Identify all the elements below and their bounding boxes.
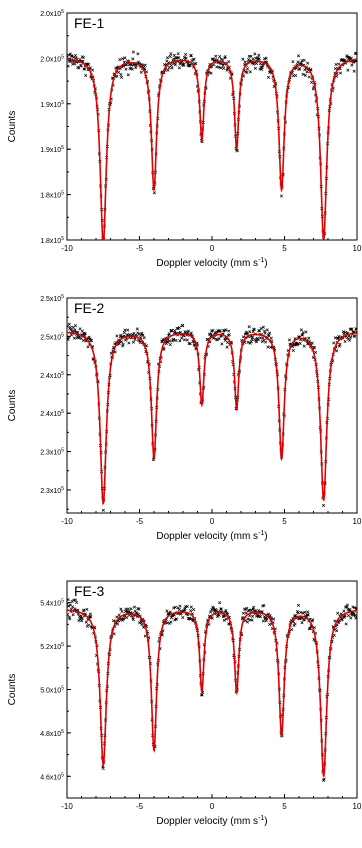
y-tick-label: 1.8x105 [40,236,64,245]
data-points [67,322,357,512]
y-tick-label: 4.6x105 [40,772,64,781]
plot-frame [66,12,358,241]
data-points [67,50,357,240]
y-tick-label: 1.9x105 [40,100,64,109]
y-tick-label: 2.4x105 [40,409,64,418]
x-tick-label: 5 [282,802,287,811]
panel-fe-1: -10 -5 0 5 10 1.8x105 1.8x105 1.9x105 1.9x105 2.0… [7,9,362,269]
y-tick-label: 4.8x105 [40,729,64,738]
y-tick-label: 2.3x105 [40,486,64,495]
y-tick-label: 1.9x105 [40,145,64,154]
x-tick-label: 0 [210,517,215,526]
data-point-markers [67,598,357,782]
x-tick-label: -5 [136,517,144,526]
panel-fe-3: -10 -5 0 5 10 4.6x105 4.8x105 5.0x105 5.2x105 5.4… [7,580,362,827]
x-axis-ticks: -10 -5 0 5 10 [61,509,362,526]
x-tick-label: 0 [210,802,215,811]
y-tick-label: 2.3x105 [40,448,64,457]
y-tick-label: 2.4x105 [40,371,64,380]
y-tick-label: 2.0x105 [40,9,64,18]
panel-label: FE-3 [74,583,105,599]
x-tick-label: 5 [282,244,287,253]
y-tick-label: 1.8x105 [40,191,64,200]
y-tick-label: 2.0x105 [40,54,64,63]
y-tick-label: 5.2x105 [40,642,64,651]
x-tick-label: 10 [353,244,362,253]
x-tick-label: 5 [282,517,287,526]
y-axis-ticks: 2.3x105 2.3x105 2.4x105 2.4x105 2.5x105 2.5x1… [40,294,71,510]
x-tick-label: -10 [61,244,73,253]
y-tick-label: 2.5x105 [40,294,64,303]
plot-frame [66,580,358,799]
y-tick-label: 5.4x105 [40,599,64,608]
panel-label: FE-2 [74,300,105,316]
x-axis-ticks: -10 -5 0 5 10 [61,236,362,253]
x-axis-title: Doppler velocity (mm s-1) [156,257,267,269]
y-axis-ticks: 4.6x105 4.8x105 5.0x105 5.2x105 5.4x105 [40,580,71,799]
x-tick-label: -5 [136,802,144,811]
data-point-markers [67,50,357,240]
panel-fe-2: -10 -5 0 5 10 2.3x105 2.3x105 2.4x105 2.4x105 2.5… [7,294,362,542]
x-tick-label: 0 [210,244,215,253]
x-axis-title: Doppler velocity (mm s-1) [156,815,267,827]
y-tick-label: 2.5x105 [40,332,64,341]
x-tick-label: -10 [61,517,73,526]
y-axis-ticks: 1.8x105 1.8x105 1.9x105 1.9x105 2.0x105 2.0x1… [40,9,71,245]
fit-curve [67,331,357,506]
x-axis-title: Doppler velocity (mm s-1) [156,530,267,542]
data-point-markers [67,322,357,512]
x-tick-label: 10 [353,517,362,526]
y-axis-title: Counts [7,390,18,422]
x-tick-label: -10 [61,802,73,811]
x-tick-label: 10 [353,802,362,811]
fit-curve [67,58,357,240]
y-tick-label: 5.0x105 [40,686,64,695]
panel-label: FE-1 [74,15,105,31]
x-tick-label: -5 [136,244,144,253]
data-points [67,598,357,782]
y-axis-title: Counts [7,674,18,706]
y-axis-title: Counts [7,111,18,143]
fit-curve [67,609,357,778]
x-axis-ticks: -10 -5 0 5 10 [61,794,362,811]
